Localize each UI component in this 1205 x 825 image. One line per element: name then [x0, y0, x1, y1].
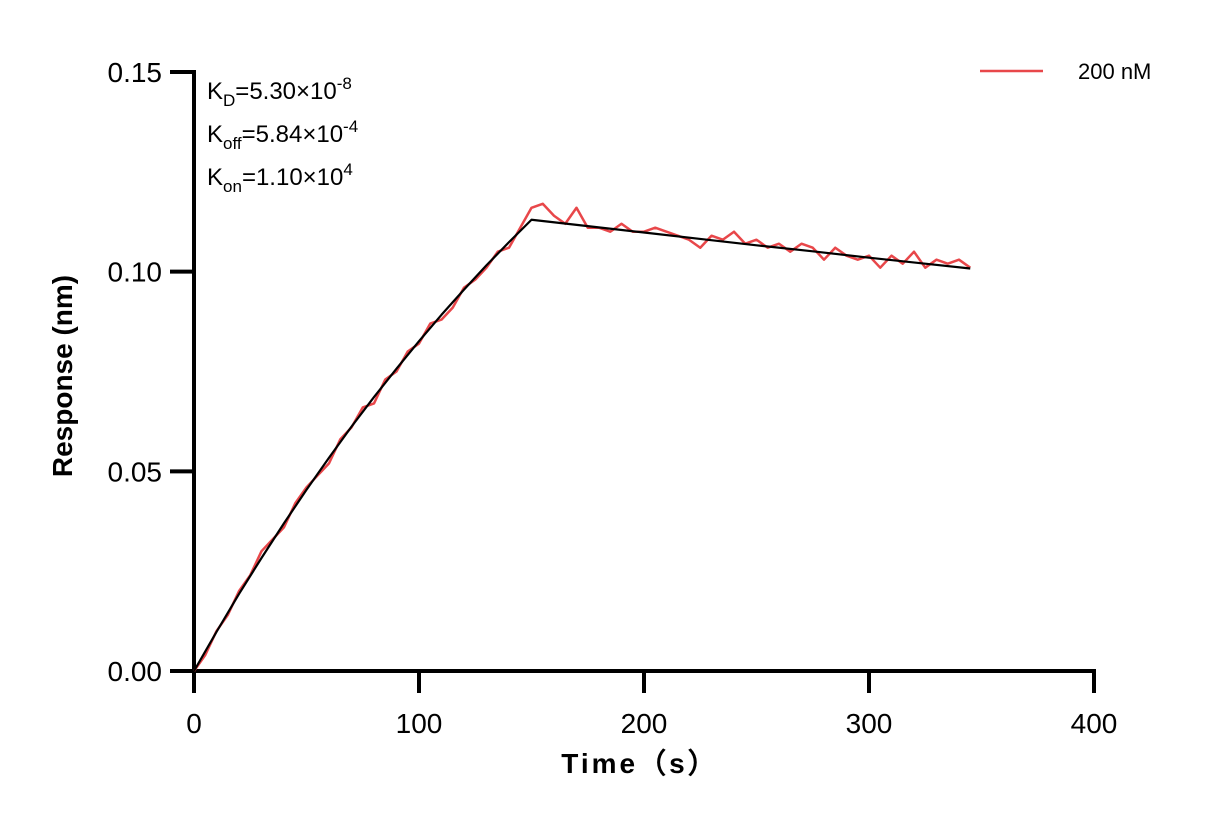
annotation-sub: on [223, 177, 242, 196]
y-tick-label: 0.15 [108, 57, 163, 88]
x-tick-label: 100 [396, 708, 443, 739]
annotation-text: =5.84×10 [242, 121, 343, 148]
y-tick-label: 0.00 [108, 656, 163, 687]
x-tick-label: 300 [846, 708, 893, 739]
annotation-text: =5.30×10 [235, 78, 336, 105]
y-tick-label: 0.05 [108, 456, 163, 487]
annotation-sup: -8 [337, 74, 352, 93]
annotation-base: K [207, 121, 223, 148]
y-tick-label: 0.10 [108, 257, 163, 288]
annotation-sup: -4 [343, 117, 358, 136]
annotation: Koff=5.84×10-4 [207, 117, 358, 153]
x-tick-label: 200 [621, 708, 668, 739]
fit-line [193, 218, 971, 672]
x-tick-label: 0 [186, 708, 202, 739]
annotation-sup: 4 [343, 160, 352, 179]
annotation-base: K [207, 78, 223, 105]
legend-label: 200 nM [1078, 59, 1151, 84]
annotation: KD=5.30×10-8 [207, 74, 352, 110]
data-line [192, 202, 971, 672]
x-axis-title: Time（s） [561, 747, 718, 779]
annotation-sub: off [223, 134, 242, 153]
annotation: Kon=1.10×104 [207, 160, 353, 196]
annotation-sub: D [223, 91, 235, 110]
x-tick-label: 400 [1071, 708, 1118, 739]
y-axis-title: Response (nm) [47, 275, 78, 477]
annotation-text: =1.10×10 [242, 164, 343, 191]
annotation-base: K [207, 164, 223, 191]
